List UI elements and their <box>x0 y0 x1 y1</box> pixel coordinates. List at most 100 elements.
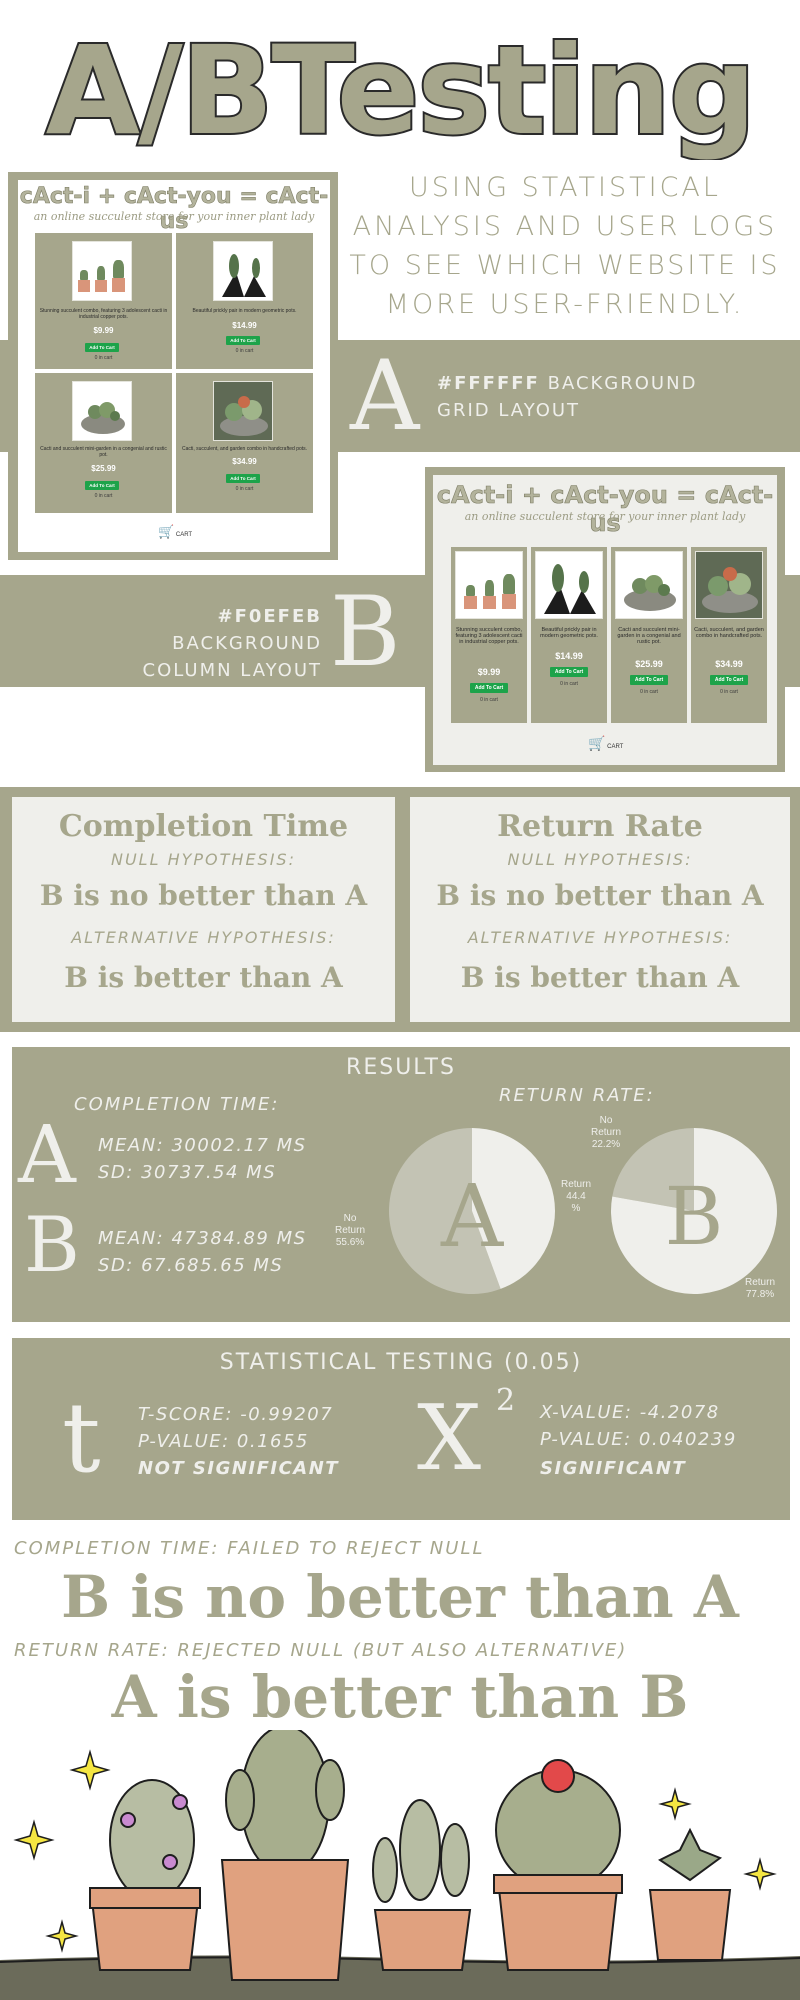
completion-null: B is no better than A <box>39 879 368 912</box>
b-product-1-price: $9.99 <box>477 667 501 677</box>
pie-a: A <box>389 1128 555 1294</box>
results-panel: RESULTS COMPLETION TIME: RETURN RATE: A … <box>12 1047 790 1322</box>
b-product-4-price: $34.99 <box>715 659 743 669</box>
subtitle: USING STATISTICAL ANALYSIS AND USER LOGS… <box>349 172 781 320</box>
product-1-image <box>72 241 132 301</box>
mock-site-b: cAct-i + cAct-you = cAct-us an online su… <box>433 475 777 765</box>
mock-b-product-4: Cacti, succulent, and garden combo in ha… <box>691 547 767 723</box>
product-2-price: $14.99 <box>232 321 257 330</box>
pie-a-letter: A <box>440 1167 504 1267</box>
cart-icon: 🛒 <box>588 735 606 751</box>
b-product-2-price: $14.99 <box>555 651 583 661</box>
return-alt: B is better than A <box>460 961 740 994</box>
b-product-2-desc: Beautiful prickly pair in modern geometr… <box>540 627 598 639</box>
stats-heading: STATISTICAL TESTING (0.05) <box>219 1350 583 1375</box>
b-product-3-add-button[interactable]: Add To Cart <box>630 675 668 685</box>
b-product-1-desc: Stunning succulent combo, featuring 3 ad… <box>455 627 523 645</box>
variant-b-letter: B <box>330 576 401 688</box>
results-b-sd: SD: 67.685.65 MS <box>98 1255 284 1276</box>
variant-a-layout: GRID LAYOUT <box>437 400 581 421</box>
b-product-2-incart: 0 in cart <box>560 681 578 687</box>
completion-alt: B is better than A <box>64 961 343 994</box>
results-a-mean: MEAN: 30002.17 MS <box>98 1135 307 1156</box>
product-3-add-button[interactable]: Add To Cart <box>85 481 119 490</box>
b-product-4-desc: Cacti, succulent, and garden combo in ha… <box>694 627 764 639</box>
conclusion-completion-statement: B is no better than A <box>61 1563 739 1631</box>
b-product-3-image <box>615 551 683 619</box>
mock-b-cart[interactable]: 🛒 CART <box>588 735 623 752</box>
b-product-3-price: $25.99 <box>635 659 663 669</box>
product-4-incart: 0 in cart <box>235 486 254 492</box>
results-b-mean: MEAN: 47384.89 MS <box>98 1228 307 1249</box>
pie-b-return-slice <box>611 1128 777 1294</box>
product-2-desc: Beautiful prickly pair in modern geometr… <box>192 308 297 314</box>
chi-symbol: X <box>417 1386 482 1491</box>
mock-a-cart[interactable]: 🛒 CART <box>158 524 192 540</box>
mock-site-a: cAct-i + cAct-you = cAct-us an online su… <box>18 180 330 552</box>
chi-result: SIGNIFICANT <box>540 1458 687 1479</box>
pie-b-no-return-value: 22.2% <box>591 1139 621 1150</box>
product-2-image <box>213 241 273 301</box>
results-completion-label: COMPLETION TIME: <box>74 1094 280 1115</box>
cart-label: CART <box>607 744 624 750</box>
pie-b-no-return-text: No Return <box>590 1115 621 1138</box>
cactus-1 <box>89 1779 201 1971</box>
pie-a-return-slice <box>472 1128 555 1289</box>
return-hypothesis-card: Return Rate NULL HYPOTHESIS: B is no bet… <box>410 797 790 1022</box>
chi-value: X-VALUE: -4.2078 <box>540 1402 720 1423</box>
cactus-3 <box>372 1799 472 1971</box>
return-title: Return Rate <box>497 809 703 844</box>
b-product-3-desc: Cacti and succulent mini-garden in a con… <box>617 627 681 645</box>
results-heading: RESULTS <box>346 1055 456 1080</box>
t-pvalue: P-VALUE: 0.1655 <box>138 1431 309 1452</box>
pie-a-return-pct: % <box>571 1203 581 1214</box>
mock-a-tagline: an online succulent store for your inner… <box>33 210 315 223</box>
pie-a-no-return-slice <box>389 1128 501 1294</box>
b-product-2-add-button[interactable]: Add To Cart <box>550 667 588 677</box>
t-score: T-SCORE: -0.99207 <box>138 1404 334 1425</box>
chi-pvalue: P-VALUE: 0.040239 <box>540 1429 737 1450</box>
cactus-illustration <box>0 1730 800 2000</box>
pie-a-return-label: Return 44.4 % <box>559 1179 593 1215</box>
b-product-1-image <box>455 551 523 619</box>
results-a-letter: A <box>18 1108 76 1201</box>
cactus-2 <box>220 1730 350 1981</box>
mock-b-site-title: cAct-i + cAct-you = cAct-us <box>436 481 774 538</box>
product-3-image <box>72 381 132 441</box>
b-product-3-incart: 0 in cart <box>640 689 658 695</box>
pie-a-no-return-label: No Return 55.6% <box>330 1213 370 1249</box>
b-product-4-image <box>695 551 763 619</box>
title-graphic: A/BTesting <box>44 18 759 160</box>
product-4-desc: Cacti, succulent, and garden combo in ha… <box>181 446 308 452</box>
return-null-label: NULL HYPOTHESIS: <box>507 850 693 869</box>
product-4-add-button[interactable]: Add To Cart <box>226 474 260 483</box>
variant-a-letter: A <box>350 340 420 452</box>
mock-a-product-2: Beautiful prickly pair in modern geometr… <box>176 233 313 369</box>
succulent <box>648 1827 732 1961</box>
product-1-price: $9.99 <box>93 326 114 335</box>
conclusion-return-statement: A is better than B <box>111 1663 689 1731</box>
stats-panel: STATISTICAL TESTING (0.05) t T-SCORE: -0… <box>12 1338 790 1520</box>
b-product-4-add-button[interactable]: Add To Cart <box>710 675 748 685</box>
variant-a-spec: #FFFFFF BACKGROUND GRID LAYOUT <box>437 370 697 424</box>
star-icon <box>13 1749 777 1953</box>
variant-b-spec: #F0EFEB BACKGROUND COLUMN LAYOUT <box>60 603 322 684</box>
product-1-desc: Stunning succulent combo, featuring 3 ad… <box>39 308 168 320</box>
product-2-incart: 0 in cart <box>235 348 254 354</box>
b-product-1-add-button[interactable]: Add To Cart <box>470 683 508 693</box>
results-a-sd: SD: 30737.54 MS <box>98 1162 277 1183</box>
b-product-1-incart: 0 in cart <box>480 697 498 703</box>
product-2-add-button[interactable]: Add To Cart <box>226 336 260 345</box>
pie-b-return-label: Return 77.8% <box>740 1277 780 1301</box>
product-1-add-button[interactable]: Add To Cart <box>85 343 119 352</box>
b-product-2-image <box>535 551 603 619</box>
return-null: B is no better than A <box>436 879 764 912</box>
b-product-4-incart: 0 in cart <box>720 689 738 695</box>
conclusion-return-label: RETURN RATE: REJECTED NULL (BUT ALSO ALT… <box>14 1640 628 1661</box>
variant-a-bg-word: BACKGROUND <box>547 373 698 394</box>
completion-hypothesis-card: Completion Time NULL HYPOTHESIS: B is no… <box>12 797 395 1022</box>
mock-b-product-2: Beautiful prickly pair in modern geometr… <box>531 547 607 723</box>
mock-b-product-1: Stunning succulent combo, featuring 3 ad… <box>451 547 527 723</box>
cart-icon: 🛒 <box>158 524 175 539</box>
mock-a-product-4: Cacti, succulent, and garden combo in ha… <box>176 373 313 513</box>
